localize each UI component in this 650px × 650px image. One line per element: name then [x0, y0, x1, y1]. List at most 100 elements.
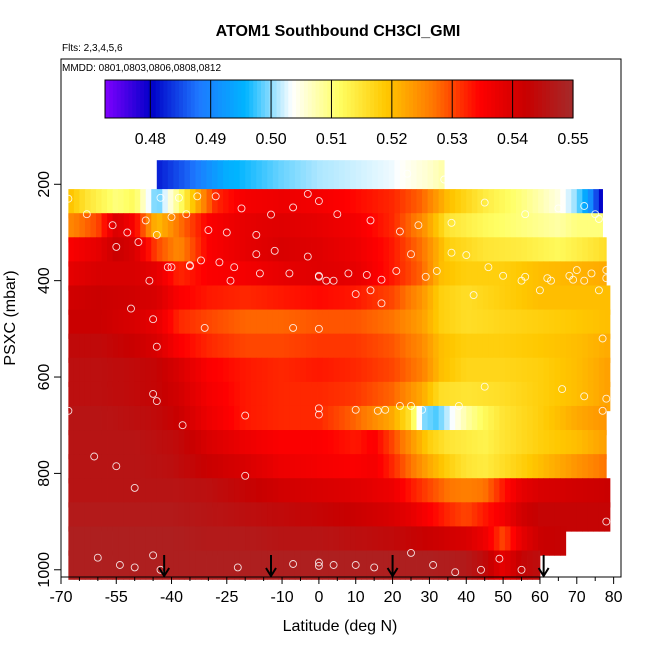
heatmap-cell [554, 189, 561, 219]
heatmap-cell [538, 454, 545, 484]
heatmap-cell [311, 357, 318, 388]
heatmap-cell [201, 213, 207, 243]
observation-point [580, 202, 589, 210]
heatmap-cell [493, 430, 500, 460]
heatmap-cell [538, 526, 545, 556]
heatmap-cell [355, 550, 362, 580]
observation-point [233, 563, 242, 572]
heatmap-cell [123, 261, 130, 291]
heatmap-cell [212, 381, 218, 412]
heatmap-cell [554, 213, 561, 243]
heatmap-cell [538, 550, 541, 580]
heatmap-cell [355, 285, 362, 315]
heatmap-cell [576, 237, 583, 267]
heatmap-cell [118, 357, 125, 388]
heatmap-cell [107, 237, 113, 267]
heatmap-cell [328, 381, 335, 412]
heatmap-cell [256, 381, 263, 412]
heatmap-cell [189, 405, 196, 436]
heatmap-cell [289, 478, 296, 508]
heatmap-cell [129, 405, 136, 436]
heatmap-cell [123, 405, 130, 436]
heatmap-cell [261, 357, 268, 388]
heatmap-cell [339, 454, 346, 484]
heatmap-cell [560, 454, 567, 484]
flight-arrow-head [158, 567, 171, 578]
heatmap-cell [206, 405, 213, 436]
heatmap-cell [234, 285, 241, 315]
heatmap-cell [350, 213, 357, 243]
heatmap-cell [151, 478, 158, 508]
heatmap-cell [333, 261, 340, 291]
heatmap-cell [217, 502, 224, 532]
observation-point [594, 215, 603, 223]
heatmap-cell [538, 405, 545, 436]
heatmap-cell [499, 213, 506, 243]
observation-point [392, 267, 401, 275]
heatmap-cell [416, 454, 423, 484]
heatmap-cell [333, 189, 340, 219]
heatmap-cell [328, 261, 335, 291]
heatmap-cell [516, 430, 522, 460]
heatmap-cell [123, 430, 130, 460]
y-tick-label: 1000 [36, 552, 53, 588]
heatmap-cell [206, 160, 213, 190]
heatmap-cell [339, 333, 346, 363]
heatmap-cell [189, 478, 196, 508]
colorbar-swatch [140, 80, 145, 118]
heatmap-cell [173, 454, 180, 484]
heatmap-cell [427, 213, 434, 243]
colorbar-swatch [151, 80, 157, 118]
colorbar-swatch [385, 80, 391, 118]
heatmap-cell [145, 285, 152, 315]
heatmap-cell [68, 502, 75, 532]
heatmap-cell [466, 309, 473, 339]
observation-point [447, 218, 456, 227]
heatmap-cell [223, 189, 230, 219]
observation-point [303, 189, 312, 198]
heatmap-cell [433, 430, 440, 460]
colorbar-swatch [565, 80, 570, 118]
heatmap-cell [283, 309, 290, 339]
heatmap-cell [543, 237, 550, 267]
heatmap-cell [350, 309, 357, 339]
heatmap-cell [482, 550, 489, 580]
heatmap-cell [184, 550, 191, 580]
heatmap-cell [571, 405, 578, 436]
heatmap-cell [482, 478, 489, 508]
heatmap-cell [477, 285, 484, 315]
heatmap-cell [250, 478, 257, 508]
heatmap-cell [488, 502, 495, 532]
heatmap-cell [339, 357, 346, 388]
heatmap-cell [156, 189, 163, 219]
heatmap-cell [372, 405, 379, 436]
colorbar-swatch [495, 80, 500, 118]
heatmap-cell [449, 309, 456, 339]
heatmap-cell [538, 285, 545, 315]
heatmap-cell [527, 309, 533, 339]
heatmap-cell [333, 357, 340, 388]
heatmap-cell [333, 160, 340, 190]
heatmap-cell [350, 357, 357, 388]
colorbar-swatch [471, 80, 477, 118]
heatmap-cell [112, 478, 119, 508]
heatmap-cell [195, 285, 202, 315]
observation-point [598, 406, 607, 415]
flight-arrow-head [537, 567, 550, 578]
heatmap-cell [217, 357, 224, 388]
heatmap-cell [510, 405, 517, 436]
heatmap-cell [405, 381, 412, 412]
heatmap-cell [549, 502, 556, 532]
heatmap-cell [527, 357, 533, 388]
heatmap-cell [532, 237, 539, 267]
heatmap-cell [433, 550, 440, 580]
heatmap-cell [549, 285, 556, 315]
heatmap-cell [261, 502, 268, 532]
heatmap-cell [283, 526, 290, 556]
heatmap-cell [554, 502, 561, 532]
heatmap-cell [267, 478, 274, 508]
heatmap-cell [504, 237, 511, 267]
heatmap-cell [228, 526, 235, 556]
colorbar-swatch [459, 80, 465, 118]
heatmap-cell [306, 333, 312, 363]
